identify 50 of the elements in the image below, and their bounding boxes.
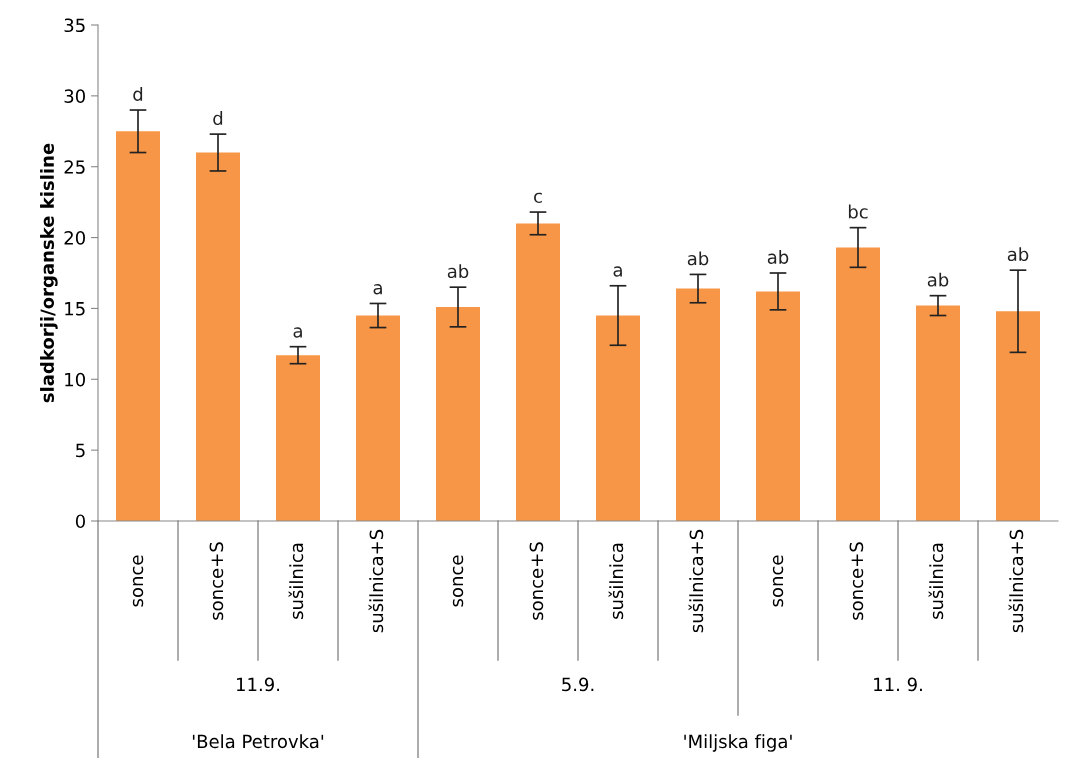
x-tick-label: sušilnica: [608, 543, 624, 619]
data-label: bc: [848, 204, 868, 219]
bar: [916, 305, 960, 521]
bar: [836, 247, 880, 521]
bar: [676, 288, 720, 521]
y-tick-label: 20: [64, 231, 85, 245]
text: 'Miljska figa': [684, 734, 792, 752]
data-label: c: [534, 192, 542, 204]
bar: [756, 291, 800, 521]
y-tick-label: 10: [65, 372, 85, 387]
data-label: a: [613, 266, 622, 277]
bar: [996, 311, 1040, 521]
data-label: ab: [687, 251, 709, 266]
y-tick-label: 15: [65, 302, 85, 316]
bar: [356, 315, 400, 521]
text: 'Bela Petrovka': [192, 734, 324, 749]
bar: [276, 355, 320, 521]
data-label: d: [213, 111, 223, 126]
y-tick-label: 35: [64, 18, 85, 33]
text: 11. 9.: [874, 677, 922, 692]
bar: [516, 223, 560, 521]
x-tick-label: sušilnica+S: [1008, 529, 1024, 633]
x-tick-label: sonce: [772, 555, 784, 607]
bar: [196, 152, 240, 521]
x-tick-label: sušilnica+S: [688, 529, 704, 633]
x-tick-label: sonce+S: [849, 542, 864, 620]
x-tick-label: sušilnica+S: [368, 529, 384, 633]
y-axis-title: sladkorji/organske kisline: [40, 143, 58, 403]
x-tick-label: sonce: [452, 555, 464, 607]
y-tick-label: 0: [75, 514, 85, 529]
data-label: a: [373, 284, 382, 295]
bar: [436, 307, 480, 521]
x-tick-label: sonce+S: [529, 542, 544, 620]
data-label: ab: [767, 249, 789, 264]
x-tick-label: sušilnica: [928, 543, 944, 619]
y-tick-label: 25: [64, 160, 85, 174]
data-label: ab: [1007, 247, 1029, 262]
y-tick-label: 30: [64, 89, 85, 103]
text: 5.9.: [562, 677, 594, 692]
data-label: d: [133, 87, 143, 101]
bar: [116, 131, 160, 521]
text: 11.9.: [237, 677, 280, 692]
y-tick-label: 5: [76, 443, 85, 458]
data-label: ab: [927, 272, 949, 287]
data-label: ab: [447, 264, 469, 279]
x-tick-label: sušilnica: [288, 543, 304, 619]
bar: [596, 315, 640, 521]
data-label: a: [293, 327, 302, 338]
x-tick-label: sonce: [132, 555, 144, 607]
x-tick-label: sonce+S: [209, 542, 224, 620]
